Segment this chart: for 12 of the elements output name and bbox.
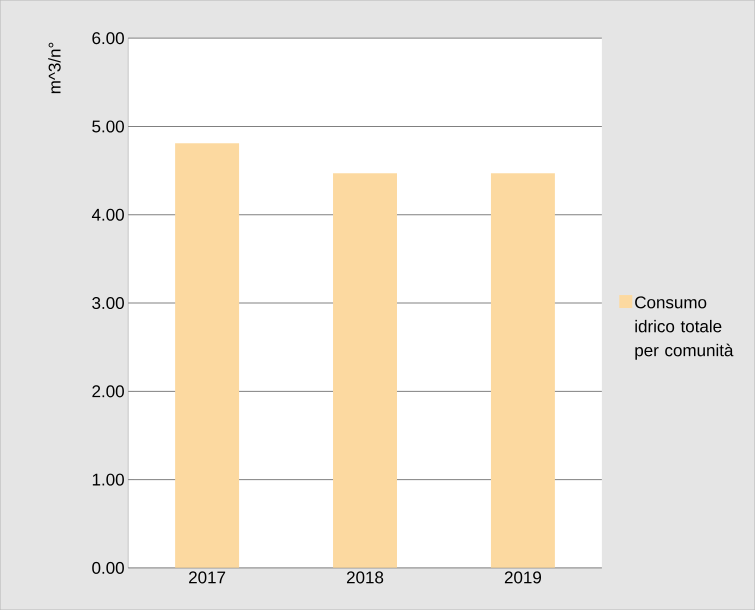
y-axis-title: m^3/n° xyxy=(48,42,61,94)
y-tick-label: 5.00 xyxy=(92,120,124,132)
y-tick-label: 0.00 xyxy=(92,562,124,574)
x-tick-label: 2017 xyxy=(189,571,226,584)
x-tick-label: 2018 xyxy=(346,571,384,584)
y-tick-label: 3.00 xyxy=(92,296,124,310)
legend-label: Consumo idrico totale per comunità xyxy=(635,296,734,360)
y-tick-label: 1.00 xyxy=(92,474,124,486)
y-tick-label: 6.00 xyxy=(92,32,124,44)
y-tick-label: 4.00 xyxy=(92,208,124,221)
y-tick-label: 2.00 xyxy=(92,385,124,398)
x-tick-label: 2019 xyxy=(504,571,542,584)
